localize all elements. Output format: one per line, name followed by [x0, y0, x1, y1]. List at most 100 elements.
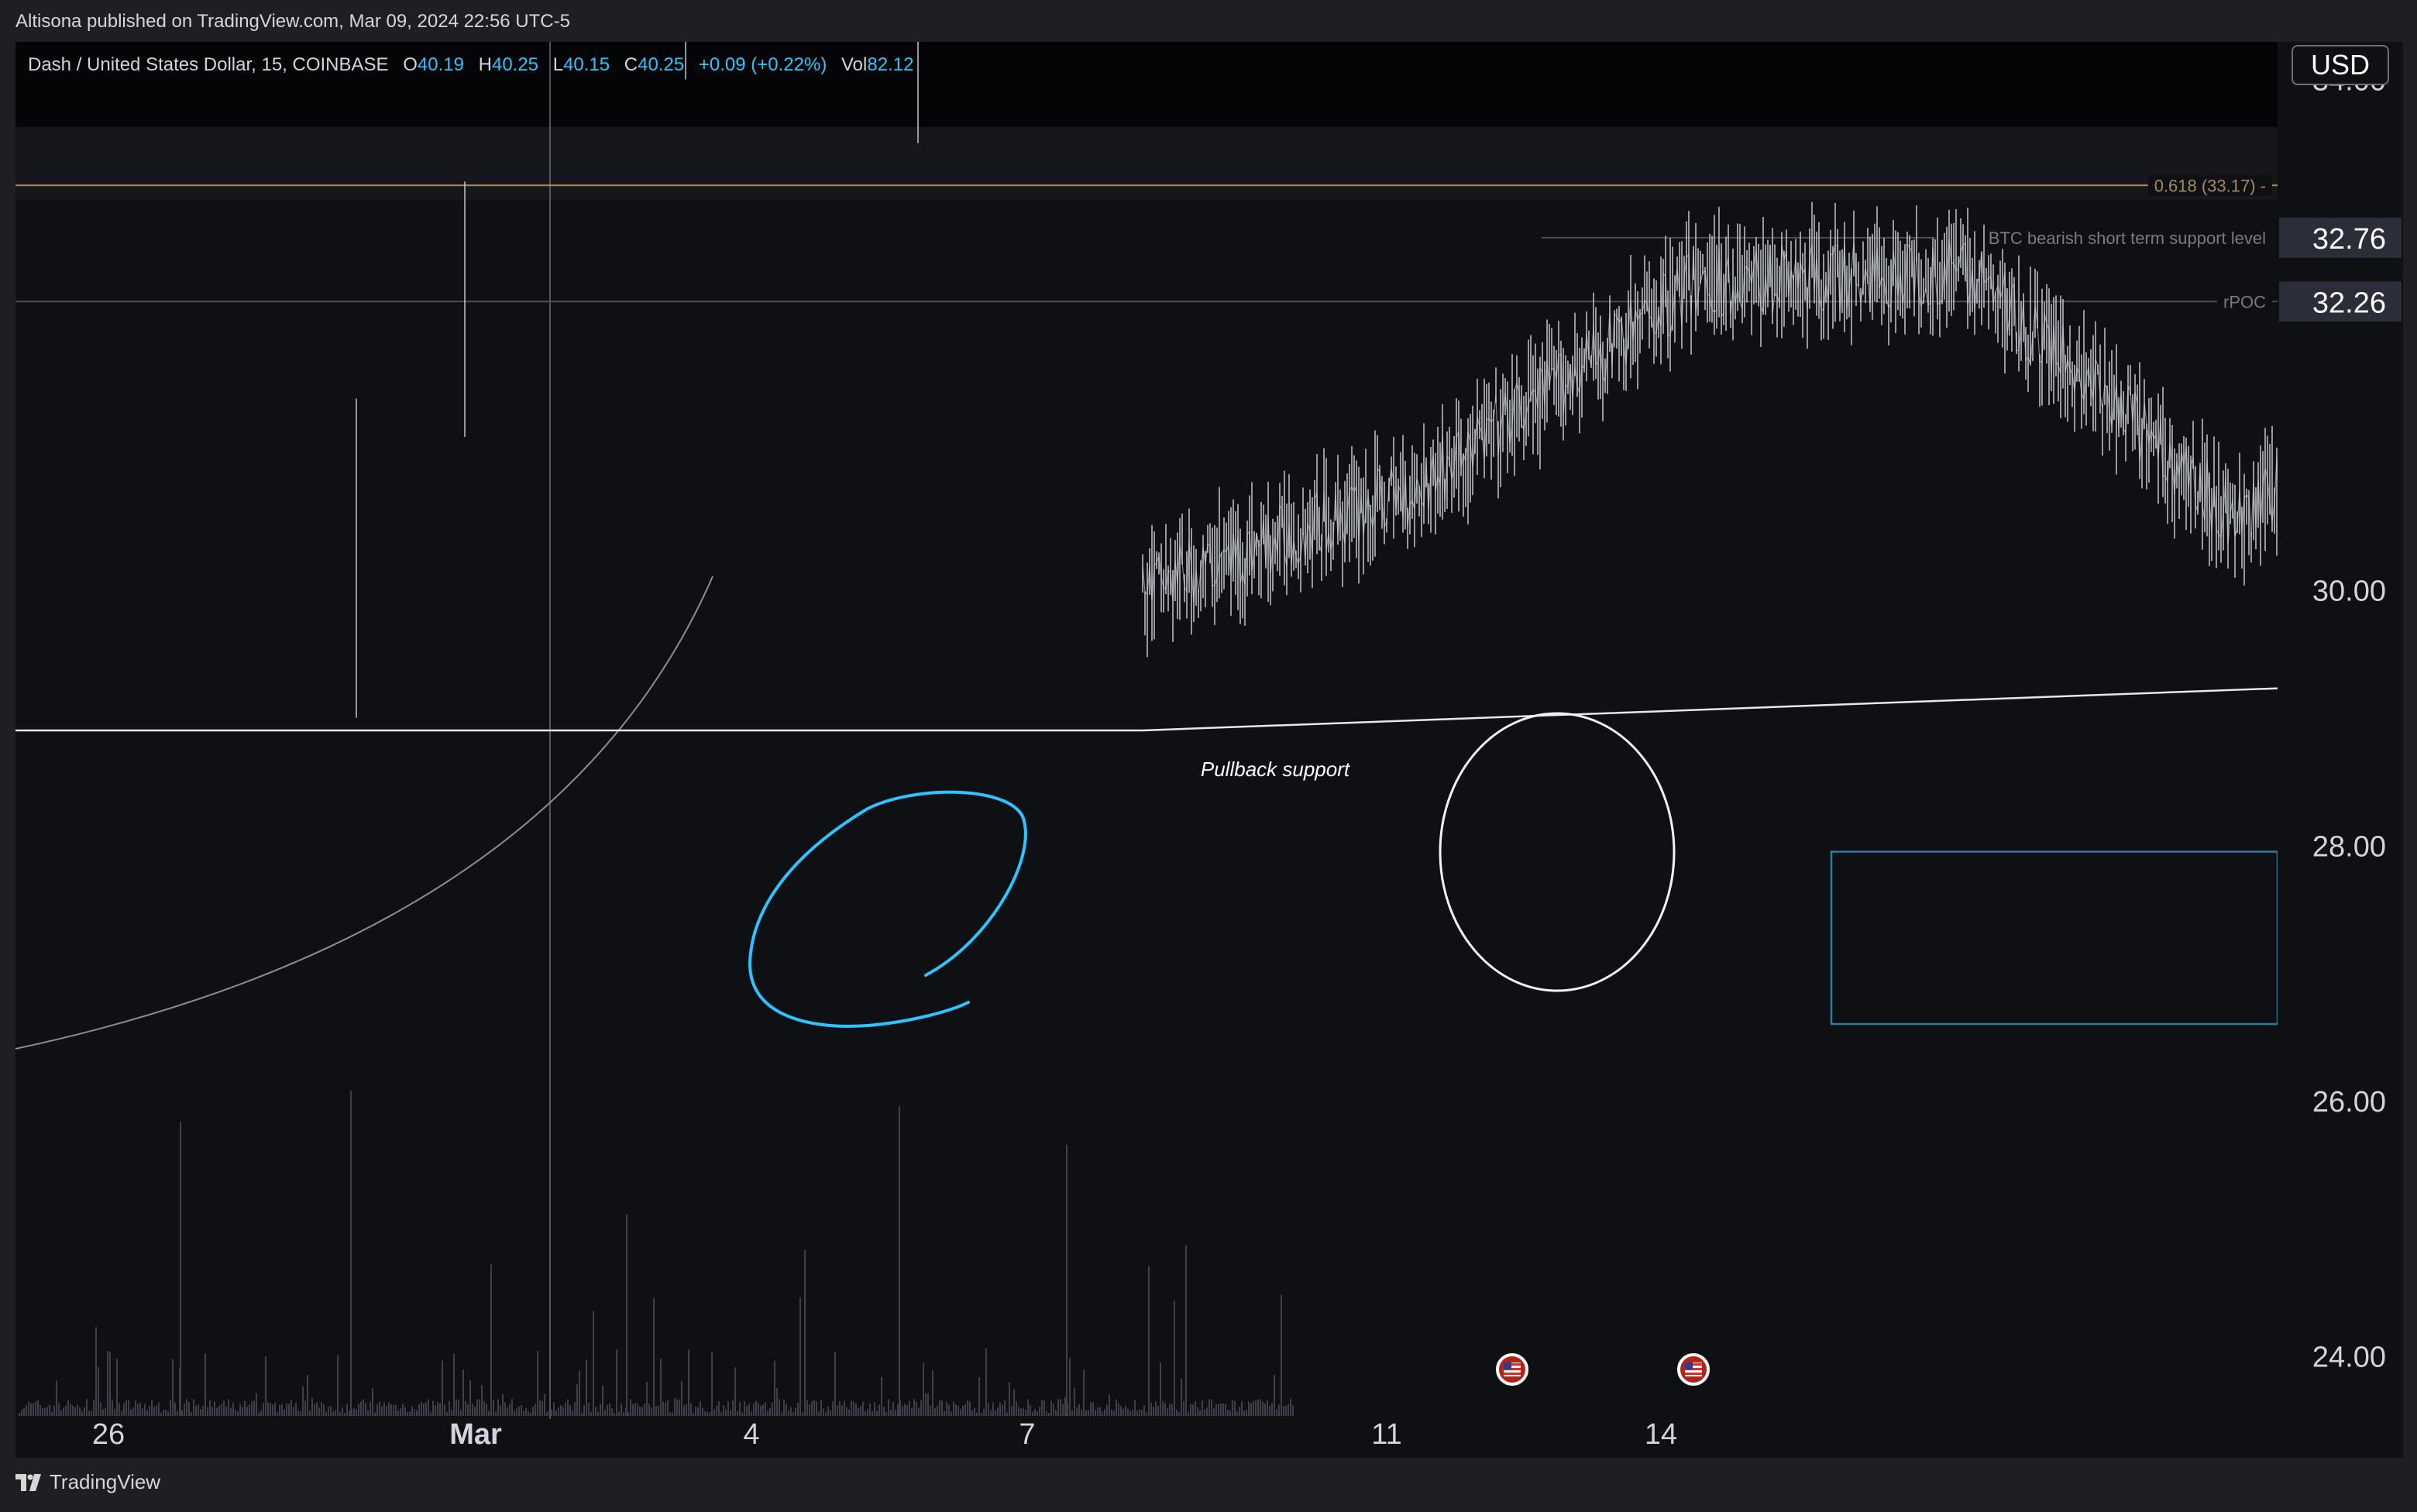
volume-bar	[934, 1408, 936, 1416]
volume-bar	[1164, 1403, 1166, 1416]
volume-bar	[1106, 1404, 1108, 1416]
volume-bar	[1292, 1405, 1294, 1416]
volume-bar	[1232, 1400, 1233, 1416]
us-flag-icon[interactable]	[1677, 1353, 1710, 1386]
volume-bar	[523, 1410, 524, 1416]
volume-bar	[1069, 1358, 1071, 1416]
volume-bar	[174, 1402, 176, 1416]
volume-bar	[77, 1404, 78, 1416]
volume-bar	[460, 1410, 462, 1416]
volume-bar	[256, 1393, 257, 1416]
volume-bar	[911, 1408, 913, 1416]
volume-bar	[163, 1410, 164, 1416]
volume-bar	[830, 1410, 831, 1416]
volume-bar	[797, 1403, 799, 1416]
volume-bar	[760, 1405, 762, 1416]
chart-pane[interactable]: rPOC0.786 (35.91) -0.618 (33.17) -BTC be…	[15, 42, 2403, 1458]
volume-bar	[741, 1412, 743, 1416]
volume-bar	[837, 1405, 838, 1416]
volume-bar	[762, 1404, 764, 1416]
level-label: rPOC	[2223, 292, 2266, 311]
volume-bar	[1257, 1399, 1259, 1416]
volume-bar	[1030, 1404, 1031, 1416]
volume-bar	[862, 1401, 864, 1416]
volume-bar	[746, 1405, 748, 1416]
volume-bar	[1002, 1404, 1003, 1416]
volume-bar	[621, 1403, 622, 1416]
price-tag: 32.26	[2312, 287, 2386, 319]
volume-bar	[93, 1400, 95, 1416]
us-flag-icon-canton	[1504, 1363, 1511, 1369]
volume-bar	[1060, 1399, 1061, 1416]
volume-bar	[827, 1406, 829, 1416]
volume-bar	[853, 1401, 854, 1416]
volume-bar	[707, 1411, 708, 1416]
volume-bar	[346, 1404, 348, 1416]
volume-bar	[40, 1404, 41, 1416]
time-axis-tick-label: 14	[1645, 1418, 1677, 1451]
volume-bar	[614, 1412, 615, 1416]
volume-bar	[481, 1384, 483, 1416]
volume-bar	[1132, 1410, 1133, 1416]
volume-bar	[572, 1410, 573, 1416]
volume-bar	[33, 1403, 34, 1416]
vwap-line	[15, 682, 2403, 732]
volume-bar	[474, 1407, 476, 1416]
volume-bar	[702, 1407, 703, 1416]
volume-bar	[142, 1408, 143, 1416]
volume-bar	[1290, 1399, 1291, 1416]
volume-bar	[916, 1401, 917, 1416]
volume-bar	[402, 1404, 404, 1416]
volume-bar	[755, 1400, 757, 1416]
volume-bar	[286, 1403, 287, 1416]
volume-bar	[160, 1412, 162, 1416]
volume-bar	[84, 1407, 85, 1416]
volume-bar	[1278, 1404, 1280, 1416]
volume-bar	[1090, 1402, 1092, 1416]
volume-bar	[985, 1348, 987, 1416]
volume-bar	[521, 1405, 522, 1416]
volume-bar	[242, 1407, 243, 1416]
volume-bar	[270, 1403, 271, 1416]
volume-bar	[944, 1411, 945, 1416]
volume-bar	[1050, 1400, 1052, 1416]
volume-bar	[602, 1385, 603, 1416]
volume-bar	[488, 1411, 490, 1416]
time-axis-tick-label: 26	[92, 1418, 125, 1451]
volume-bar	[867, 1409, 868, 1416]
volume-bar	[1032, 1411, 1033, 1416]
volume-bar	[304, 1400, 306, 1416]
currency-button[interactable]: USD	[2292, 45, 2389, 85]
volume-bar	[906, 1404, 908, 1416]
volume-bar	[948, 1404, 950, 1416]
volume-bar	[404, 1407, 406, 1416]
volume-bar	[655, 1406, 657, 1416]
volume-bar	[1088, 1410, 1089, 1416]
volume-bar	[516, 1407, 517, 1416]
volume-bar	[356, 1409, 357, 1416]
volume-bar	[1123, 1408, 1124, 1416]
volume-bar	[291, 1400, 292, 1416]
volume-bar	[249, 1404, 250, 1416]
volume-bar	[211, 1407, 213, 1416]
volume-bar	[913, 1399, 915, 1416]
volume-bar	[888, 1399, 889, 1416]
volume-bar	[214, 1401, 215, 1416]
volume-bar	[63, 1407, 64, 1416]
us-flag-icon[interactable]	[1496, 1353, 1528, 1386]
volume-bar	[658, 1406, 659, 1416]
volume-bar	[1204, 1409, 1205, 1416]
volume-bar	[1255, 1400, 1257, 1416]
volume-bar	[158, 1402, 160, 1416]
volume-bar	[909, 1400, 910, 1416]
volume-bar	[841, 1405, 843, 1416]
tradingview-logo[interactable]: TradingView	[15, 1470, 160, 1494]
volume-bar	[674, 1398, 676, 1416]
price-chart[interactable]: rPOC0.786 (35.91) -0.618 (33.17) -BTC be…	[15, 42, 2403, 1458]
volume-bar	[297, 1410, 299, 1416]
volume-bar	[1167, 1408, 1168, 1416]
volume-bar	[551, 1409, 552, 1416]
high-label: H	[478, 54, 492, 75]
volume-bar	[1136, 1411, 1138, 1416]
volume-bar	[1109, 1394, 1110, 1416]
